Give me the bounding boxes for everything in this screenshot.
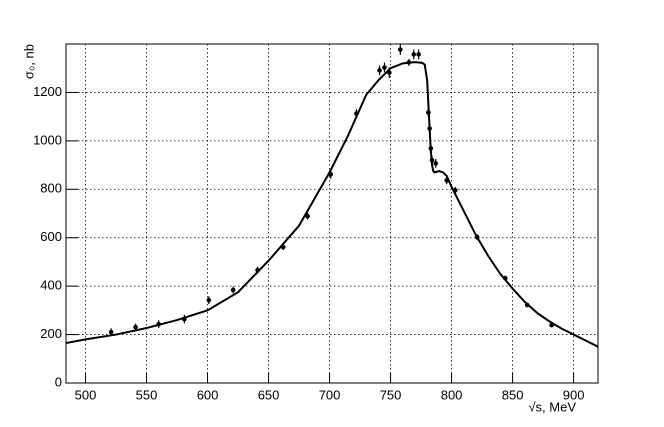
data-point — [426, 110, 431, 115]
x-tick-label: 550 — [136, 387, 158, 402]
data-point — [305, 213, 310, 219]
data-point — [398, 47, 403, 52]
y-tick-label: 600 — [40, 229, 62, 244]
plot-frame — [65, 43, 599, 384]
y-tick-label: 400 — [40, 278, 62, 293]
fit-curve — [65, 61, 599, 348]
y-tick-label: 200 — [40, 326, 62, 341]
data-point — [182, 316, 187, 322]
data-point — [433, 161, 439, 166]
y-tick-label: 1000 — [33, 132, 62, 147]
y-tick-label: 1200 — [33, 84, 62, 99]
data-point — [411, 52, 417, 57]
data-point — [429, 157, 435, 163]
y-tick-label: 0 — [55, 374, 62, 389]
data-point — [377, 68, 382, 73]
data-point — [416, 52, 421, 57]
data-point — [230, 287, 236, 293]
data-point — [406, 60, 412, 65]
data-point — [133, 324, 138, 330]
data-point — [108, 329, 114, 335]
data-point — [156, 321, 162, 327]
x-tick-label: 750 — [380, 387, 402, 402]
x-tick-label: 650 — [258, 387, 280, 402]
data-point — [387, 70, 392, 75]
data-point — [255, 267, 260, 273]
data-point — [328, 171, 334, 177]
y-tick-label: 800 — [40, 181, 62, 196]
data-point — [549, 322, 554, 328]
x-tick-label: 700 — [319, 387, 341, 402]
data-point — [382, 65, 387, 70]
data-point — [502, 275, 508, 281]
x-tick-label: 850 — [502, 387, 524, 402]
data-point — [427, 126, 432, 131]
data-point — [354, 111, 359, 116]
x-tick-label: 600 — [197, 387, 219, 402]
data-point — [280, 244, 286, 250]
x-tick-label: 900 — [563, 387, 585, 402]
y-axis-title: σ₀, nb — [21, 44, 36, 79]
data-point — [444, 178, 449, 183]
data-point — [428, 146, 434, 151]
data-point — [474, 234, 480, 240]
x-tick-label: 500 — [75, 387, 97, 402]
x-axis-title: √s, MeV — [528, 399, 576, 414]
data-point — [206, 297, 212, 303]
data-point — [524, 302, 530, 308]
x-tick-label: 800 — [441, 387, 463, 402]
data-point — [452, 187, 458, 193]
